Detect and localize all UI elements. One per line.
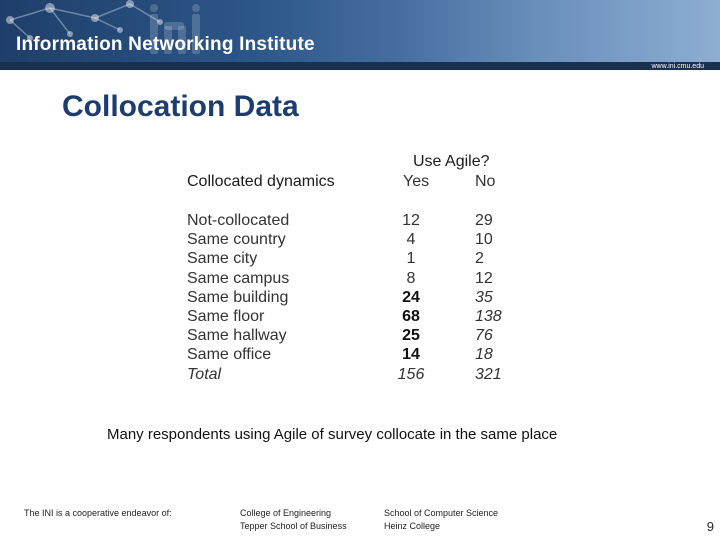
yes-column-header: Yes [403,173,430,190]
table-row: Same office 14 18 [187,345,527,364]
no-value: 76 [475,327,493,345]
no-value: 18 [475,346,493,364]
yes-value: 4 [406,231,416,249]
yes-value: 24 [402,288,420,306]
header-url: www.ini.cmu.edu [651,63,704,70]
header-bar [0,62,720,70]
summary-caption: Many respondents using Agile of survey c… [107,426,558,443]
row-label: Same hallway [187,327,287,345]
yes-value: 25 [402,327,420,345]
network-graphic [6,0,200,54]
institute-name: Information Networking Institute [16,34,315,55]
row-label: Not-collocated [187,212,290,229]
data-table: Not-collocated 12 29 Same country 4 10 S… [187,211,527,384]
no-value: 138 [475,307,502,325]
row-label: Same office [187,346,272,364]
table-row: Same building 24 35 [187,288,527,307]
table-row: Same hallway 25 76 [187,326,527,345]
yes-value: 1 [406,250,416,268]
yes-value: 14 [402,346,420,364]
yes-value: 68 [402,307,420,325]
no-column-header: No [475,173,496,190]
no-value: 35 [475,288,493,306]
no-value: 29 [475,212,493,229]
row-label: Same building [187,288,289,306]
footer-intro: The INI is a cooperative endeavor of: [24,508,172,518]
footer-college-engineering: College of Engineering [240,508,332,518]
yes-value: 12 [402,212,420,229]
table-row: Not-collocated 12 29 [187,211,527,230]
collocated-dynamics-header: Collocated dynamics [187,173,335,190]
yes-value: 8 [406,269,416,287]
row-label: Same campus [187,269,290,287]
header-banner: Information Networking Institute www.ini… [0,0,720,70]
footer-heinz: Heinz College [384,521,441,531]
table-row: Same floor 68 138 [187,307,527,326]
row-label: Same country [187,231,286,249]
no-value: 321 [475,365,502,383]
table-row-total: Total 156 321 [187,365,527,384]
no-value: 10 [475,231,493,249]
footer-scs: School of Computer Science [384,508,499,518]
table-row: Same city 1 2 [187,249,527,268]
table-row: Same campus 8 12 [187,269,527,288]
use-agile-header: Use Agile? [413,153,490,170]
no-value: 2 [475,250,484,268]
no-value: 12 [475,269,493,287]
footer-tepper: Tepper School of Business [240,521,347,531]
page-number: 9 [706,519,714,534]
table-row: Same country 4 10 [187,230,527,249]
row-label: Same city [187,250,258,268]
row-label: Same floor [187,307,265,325]
row-label: Total [187,365,222,383]
page-title: Collocation Data [62,90,299,123]
yes-value: 156 [397,365,425,383]
